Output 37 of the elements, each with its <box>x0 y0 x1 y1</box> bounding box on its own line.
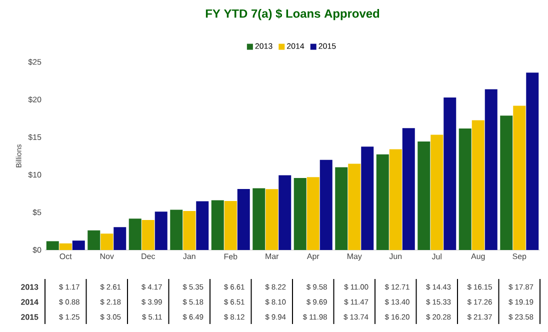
bar <box>306 177 320 250</box>
bar <box>72 240 85 250</box>
bar <box>472 120 484 250</box>
bar <box>278 175 292 250</box>
bar <box>402 128 415 250</box>
bar <box>266 189 278 250</box>
bar <box>444 97 456 250</box>
bar <box>389 149 402 250</box>
bar <box>237 188 250 250</box>
bar <box>128 218 142 250</box>
bar <box>458 128 472 250</box>
bar <box>46 241 59 250</box>
bar <box>526 72 539 250</box>
bar <box>320 160 332 250</box>
bar <box>500 116 513 250</box>
bar <box>361 146 374 250</box>
bar <box>335 167 348 250</box>
bar <box>183 211 196 250</box>
bar <box>224 201 237 250</box>
bar <box>196 201 209 250</box>
bar <box>418 141 430 250</box>
bar <box>294 178 306 250</box>
bar <box>513 106 526 250</box>
bar <box>348 164 361 250</box>
bar <box>170 210 183 250</box>
bar <box>142 220 154 250</box>
chart-title: FY YTD 7(a) $ Loans Approved <box>206 8 380 20</box>
bar <box>59 243 72 250</box>
bar <box>88 230 100 250</box>
bar <box>252 188 266 250</box>
bar <box>154 212 168 250</box>
bar <box>211 200 224 250</box>
bar <box>376 154 389 250</box>
bar <box>114 227 126 250</box>
bar <box>430 134 444 250</box>
bar <box>484 89 498 250</box>
bar <box>100 234 114 250</box>
